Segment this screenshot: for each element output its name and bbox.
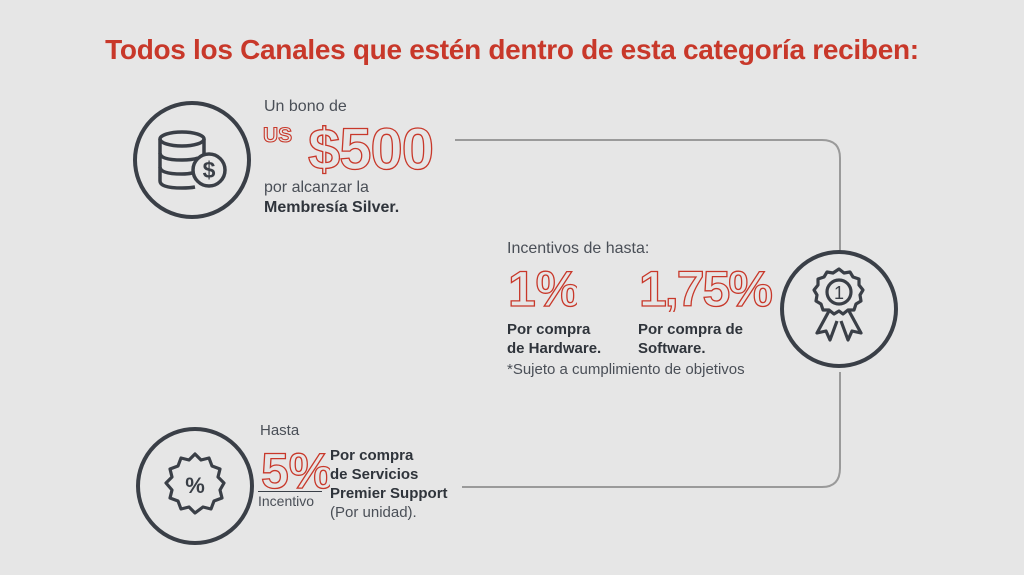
software-label: Por compra de Software. — [638, 321, 744, 357]
incentives-intro: Incentivos de hasta: — [507, 240, 650, 257]
svg-text:5%: 5% — [261, 443, 330, 492]
support-intro: Hasta — [260, 422, 300, 439]
hardware-label: Por compra de Hardware. — [507, 321, 602, 357]
percent-badge-icon: % — [136, 427, 254, 545]
hardware-percent: 1% — [507, 262, 577, 312]
bonus-description: por alcanzar la Membresía Silver. — [264, 178, 464, 218]
page-title: Todos los Canales que estén dentro de es… — [105, 34, 919, 65]
svg-text:1,75%: 1,75% — [639, 262, 772, 312]
bonus-line-2: Membresía Silver. — [264, 199, 400, 216]
bonus-line-1: por alcanzar la — [264, 179, 369, 196]
svg-text:1%: 1% — [508, 262, 577, 312]
bonus-block: Un bono de US $500 por alcanzar la Membr… — [262, 98, 434, 216]
bonus-amount: US $500 — [262, 116, 434, 176]
software-percent: 1,75% — [638, 262, 775, 312]
support-under-label: Incentivo — [258, 491, 322, 509]
database-coin-icon: $ — [133, 101, 251, 219]
support-percent: 5% — [260, 442, 330, 492]
svg-text:$: $ — [203, 157, 216, 183]
support-description: Por compra de Servicios Premier Support … — [330, 447, 448, 521]
support-block: Hasta 5% Incentivo Por compra de Servici… — [258, 422, 448, 521]
award-ribbon-icon: 1 — [780, 250, 898, 368]
incentives-block: Incentivos de hasta: 1% Por compra de Ha… — [507, 240, 807, 378]
bonus-currency: US — [263, 124, 292, 147]
bonus-intro: Un bono de — [264, 98, 347, 115]
incentives-note: *Sujeto a cumplimiento de objetivos — [507, 361, 745, 378]
bonus-value: $500 — [308, 117, 433, 176]
award-number: 1 — [834, 283, 844, 303]
svg-text:%: % — [185, 473, 205, 498]
